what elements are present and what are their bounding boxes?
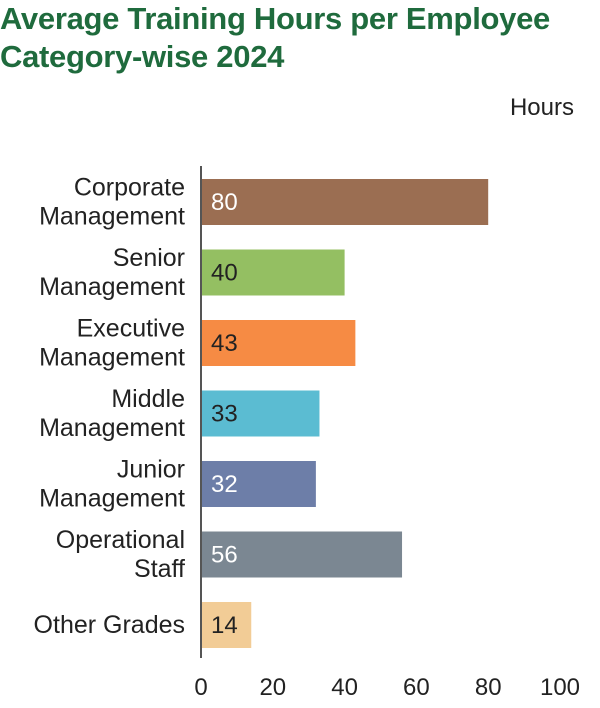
category-label-5-0: Operational (56, 526, 185, 554)
data-label-1: 40 (211, 260, 238, 287)
category-label-2-0: Executive (77, 315, 185, 343)
x-tick-label-3: 60 (403, 674, 430, 701)
category-label-3-0: Middle (111, 385, 185, 413)
category-label-1-0: Senior (113, 244, 185, 272)
bar-2 (201, 320, 356, 366)
bar-4 (201, 461, 316, 507)
category-label-2-1: Management (39, 344, 185, 372)
data-label-6: 14 (211, 612, 238, 639)
category-label-3-1: Management (39, 414, 185, 442)
x-tick-label-2: 40 (331, 674, 358, 701)
bar-1 (201, 249, 345, 296)
data-label-3: 33 (211, 401, 238, 428)
x-tick-label-0: 0 (194, 674, 207, 701)
category-label-0-0: Corporate (74, 174, 185, 202)
data-label-4: 32 (211, 471, 238, 498)
x-tick-label-1: 20 (259, 674, 286, 701)
category-label-4-0: Junior (117, 456, 185, 484)
chart-title: Average Training Hours per Employee Cate… (0, 1, 550, 74)
category-label-4-1: Management (39, 485, 185, 513)
bar-5 (201, 531, 403, 578)
category-label-6-0: Other Grades (34, 611, 185, 639)
data-label-0: 80 (211, 189, 238, 216)
category-label-1-1: Management (39, 273, 185, 301)
category-label-5-1: Staff (134, 555, 185, 583)
bar-6 (201, 602, 252, 648)
x-tick-label-5: 100 (540, 674, 580, 701)
units-label: Hours (509, 94, 574, 121)
data-label-5: 56 (211, 542, 238, 569)
data-label-2: 43 (211, 330, 238, 357)
x-tick-label-4: 80 (475, 674, 502, 701)
bar-0 (201, 179, 489, 225)
category-label-0-1: Management (39, 203, 185, 231)
bar-3 (201, 390, 320, 437)
